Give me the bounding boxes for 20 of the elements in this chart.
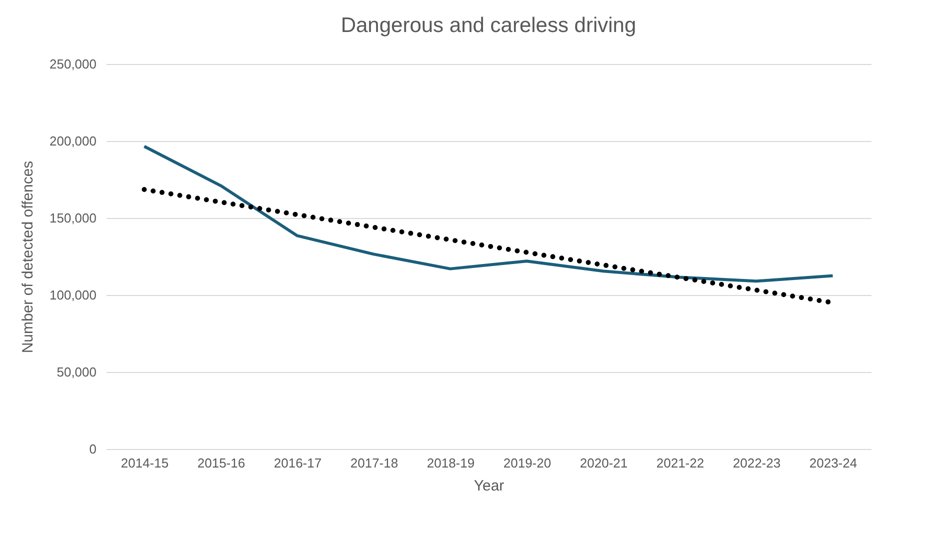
chart-title: Dangerous and careless driving — [340, 14, 636, 37]
y-axis-title: Number of detected offences — [20, 160, 37, 354]
x-tick-label: 2019-20 — [503, 456, 552, 470]
x-tick-label: 2015-16 — [197, 456, 246, 470]
x-tick-label: 2023-24 — [809, 456, 858, 470]
x-tick-label: 2018-19 — [426, 456, 475, 470]
y-tick-label: 250,000 — [50, 56, 96, 72]
x-tick-label: 2020-21 — [580, 456, 628, 470]
x-tick-label: 2016-17 — [274, 456, 322, 470]
y-tick-label: 100,000 — [50, 288, 96, 302]
y-tick-label: 150,000 — [50, 210, 96, 226]
y-tick-label: 50,000 — [56, 364, 96, 380]
x-tick-label: 2017-18 — [350, 456, 398, 470]
y-tick-label: 200,000 — [50, 134, 96, 148]
x-tick-label: 2022-23 — [732, 456, 781, 470]
x-tick-label: 2014-15 — [120, 456, 169, 470]
y-tick-label: 0 — [89, 442, 96, 456]
x-tick-label: 2021-22 — [656, 456, 704, 470]
line-series — [142, 144, 834, 283]
x-axis-title: Year — [474, 478, 504, 494]
